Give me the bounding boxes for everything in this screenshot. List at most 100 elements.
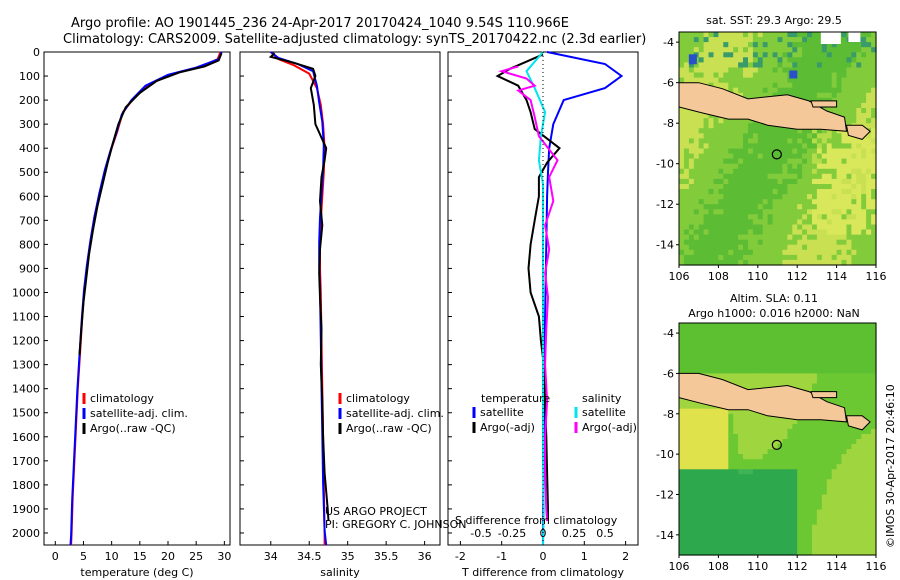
map-cell	[723, 77, 729, 84]
map-cell	[787, 368, 793, 374]
map-cell	[698, 118, 705, 124]
map-cell	[679, 413, 685, 420]
map-cell	[733, 148, 739, 155]
map-cell	[851, 373, 857, 379]
map-cell	[777, 204, 783, 210]
map-cell	[772, 244, 779, 251]
map-cell	[748, 378, 754, 385]
map-cell	[698, 57, 705, 63]
map-cell	[777, 469, 783, 475]
map-cell	[841, 224, 847, 231]
map-cell	[767, 519, 774, 526]
map-cell	[767, 434, 774, 440]
map-cell	[698, 199, 705, 205]
map-cell	[782, 378, 788, 385]
map-cell	[757, 173, 764, 180]
map-cell	[757, 479, 764, 485]
map-cell	[836, 499, 843, 506]
map-cell	[831, 234, 838, 241]
map-cell	[728, 153, 734, 160]
map-cell	[698, 138, 705, 145]
map-cell	[777, 499, 783, 506]
map-cell	[856, 194, 862, 200]
map-cell	[777, 489, 783, 495]
map-cell	[733, 499, 739, 506]
map-cell	[836, 244, 843, 251]
map-cell	[812, 418, 818, 425]
map-cell	[812, 204, 818, 210]
map-cell	[738, 234, 744, 241]
map-cell	[846, 544, 852, 551]
map-cell	[812, 254, 818, 261]
map-cell	[802, 524, 808, 531]
map-cell	[782, 189, 788, 195]
map-cell	[718, 82, 724, 89]
map-cell	[807, 62, 813, 69]
map-cell	[831, 87, 838, 94]
map-cell	[693, 544, 700, 551]
map-cell	[866, 550, 872, 556]
map-cell	[777, 199, 783, 205]
map-cell	[856, 168, 862, 175]
map-cell	[831, 464, 838, 470]
map-cell	[743, 484, 749, 490]
map-cell	[802, 358, 808, 364]
map-cell	[797, 484, 803, 490]
map-cell	[851, 194, 857, 200]
map-cell	[856, 323, 862, 329]
map-cell	[807, 82, 813, 89]
map-cell	[866, 108, 872, 114]
map-cell	[836, 539, 843, 546]
map-cell	[812, 373, 818, 379]
map-cell	[738, 239, 744, 246]
map-cell	[866, 479, 872, 485]
map-cell	[792, 358, 798, 364]
map-cell	[693, 519, 700, 526]
map-cell	[738, 128, 744, 134]
map-cell	[733, 42, 739, 48]
map-cell	[792, 439, 798, 445]
map-cell	[836, 82, 843, 89]
map-cell	[816, 499, 823, 506]
map-cell	[698, 254, 705, 261]
map-cell	[708, 499, 714, 506]
map-cell	[871, 464, 877, 470]
map-cell	[816, 209, 823, 215]
map-cell	[856, 214, 862, 220]
map-cell	[733, 454, 739, 460]
map-cell	[688, 494, 695, 501]
map-cell	[856, 259, 862, 266]
map-cell	[797, 138, 803, 145]
map-cell	[792, 87, 798, 94]
map-cell	[718, 459, 724, 465]
map-cell	[703, 178, 710, 185]
map-cell	[782, 428, 788, 435]
map-cell	[802, 62, 808, 69]
map-cell	[807, 254, 813, 261]
map-cell	[693, 323, 700, 329]
y-tick-label: 100	[19, 70, 40, 83]
map-cell	[807, 454, 813, 460]
map-cell	[836, 189, 843, 195]
map-cell	[861, 209, 867, 215]
map-cell	[871, 398, 877, 405]
map-cell	[807, 539, 813, 546]
map-cell	[861, 219, 867, 226]
s-tick-label: 0.5	[596, 527, 614, 540]
map-cell	[861, 368, 867, 374]
map-cell	[693, 499, 700, 506]
map-cell	[688, 143, 695, 150]
map-cell	[688, 224, 695, 231]
map-cell	[802, 444, 808, 450]
map-cell	[703, 153, 710, 160]
map-cell	[757, 133, 764, 139]
map-cell	[757, 358, 764, 364]
map-cell	[826, 199, 833, 205]
map-cell	[762, 254, 769, 261]
map-cell	[772, 194, 779, 200]
map-cell	[787, 199, 793, 205]
map-cell	[841, 474, 847, 480]
map-cell	[693, 459, 700, 465]
map-cell	[836, 323, 843, 329]
map-cell	[708, 173, 714, 180]
